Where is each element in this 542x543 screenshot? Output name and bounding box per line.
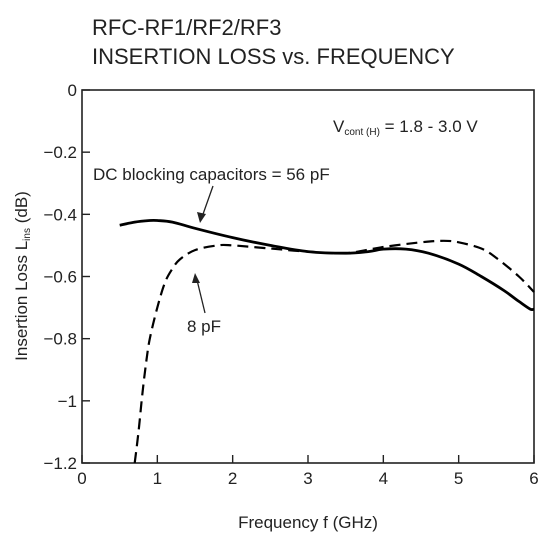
x-tick-label: 2 <box>228 469 237 488</box>
x-tick-label: 4 <box>379 469 388 488</box>
x-tick-label: 1 <box>153 469 162 488</box>
y-tick-label: −0.8 <box>43 330 77 349</box>
condition-v: V <box>333 117 345 136</box>
condition-subscript: cont (H) <box>344 127 380 138</box>
y-axis-label-unit: (dB) <box>12 191 31 228</box>
x-axis-label: Frequency f (GHz) <box>238 513 378 532</box>
y-tick-label: −1 <box>58 392 77 411</box>
chart-title-line-2: INSERTION LOSS vs. FREQUENCY <box>92 44 455 69</box>
annotation-8pf: 8 pF <box>187 317 221 336</box>
arrow-56pf-line <box>201 185 214 218</box>
y-tick-label: −0.2 <box>43 143 77 162</box>
condition-label: Vcont (H) = 1.8 - 3.0 V <box>333 117 478 138</box>
arrow-8pf-line <box>196 279 206 314</box>
series-line-56pf <box>119 218 535 312</box>
x-tick-label: 6 <box>529 469 538 488</box>
plot-frame <box>81 89 535 464</box>
arrow-56pf-head <box>197 212 206 223</box>
y-axis-label-subscript: ins <box>22 228 33 241</box>
x-tick-label: 5 <box>454 469 463 488</box>
y-tick-label: −0.4 <box>43 205 77 224</box>
annotation-arrows <box>192 185 214 314</box>
y-axis-label-main: Insertion Loss L <box>12 241 31 361</box>
y-tick-label: −0.6 <box>43 268 77 287</box>
y-tick-label: 0 <box>68 81 77 100</box>
chart-title-line-1: RFC-RF1/RF2/RF3 <box>92 15 281 40</box>
y-axis-label: Insertion Loss Lins (dB) <box>12 191 33 361</box>
annotation-56pf: DC blocking capacitors = 56 pF <box>93 165 330 184</box>
x-tick-label: 0 <box>77 469 86 488</box>
series-layer <box>119 218 535 464</box>
condition-range: = 1.8 - 3.0 V <box>380 117 478 136</box>
x-axis-ticks: 0 1 2 3 4 5 6 <box>77 455 539 488</box>
series-line-8pf <box>133 239 535 464</box>
arrow-8pf-head <box>192 273 200 283</box>
y-axis-ticks: 0 −0.2 −0.4 −0.6 −0.8 −1 −1.2 <box>43 81 90 473</box>
x-tick-label: 3 <box>303 469 312 488</box>
y-tick-label: −1.2 <box>43 454 77 473</box>
